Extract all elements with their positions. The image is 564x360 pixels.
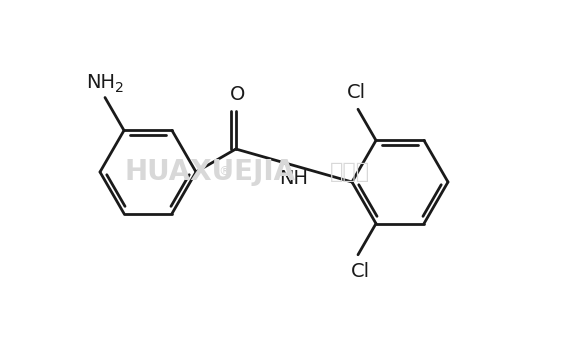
Text: 化学加: 化学加 <box>330 162 370 182</box>
Text: ®: ® <box>218 166 231 179</box>
Text: O: O <box>230 85 245 104</box>
Text: NH: NH <box>86 72 116 91</box>
Text: Cl: Cl <box>350 262 369 281</box>
Text: HUAXUEJIA: HUAXUEJIA <box>125 158 296 186</box>
Text: 2: 2 <box>115 81 124 95</box>
Text: Cl: Cl <box>346 83 365 102</box>
Text: NH: NH <box>279 168 309 188</box>
